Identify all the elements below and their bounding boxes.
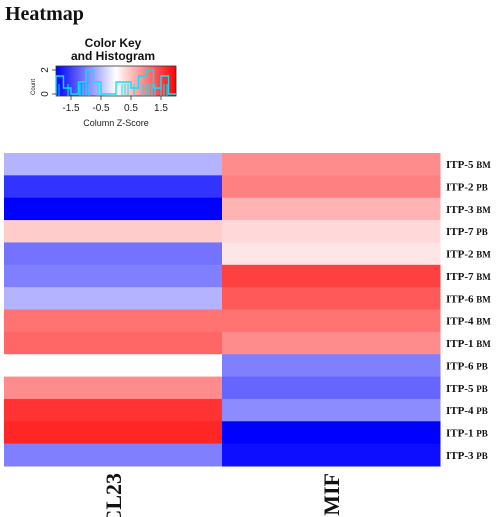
row-label: ITP-6 PB [446,360,488,372]
heatmap-cells [4,153,441,467]
row-label: ITP-7 PB [446,226,488,238]
heatmap-cell [4,197,223,221]
heatmap-cell [222,354,441,378]
heatmap-cell [4,421,223,445]
row-label: ITP-6 BM [446,293,491,305]
heatmap-cell [4,220,223,243]
row-label: ITP-3 PB [446,450,488,462]
heatmap-cell [4,242,223,266]
heatmap-cell [222,376,441,400]
row-label: ITP-4 PB [446,405,488,417]
heatmap-cell [4,287,223,310]
row-label: ITP-5 BM [446,159,491,171]
heatmap-cell [222,242,441,266]
heatmap-cell [4,153,223,176]
row-label: ITP-3 BM [446,204,491,216]
heatmap-cell [222,153,441,176]
heatmap-cell [4,354,223,378]
heatmap-cell [4,398,223,422]
heatmap-cell [222,443,441,467]
heatmap-cell [222,220,441,243]
heatmap-cell [4,175,223,199]
color-key-title-line-1: Color Key [84,36,142,50]
heatmap-cell [222,398,441,422]
row-label: ITP-1 PB [446,428,488,440]
heatmap-cell [222,331,441,355]
row-label: ITP-2 PB [446,182,488,194]
color-key-title: Color Key and Histogram [46,37,180,63]
row-labels: ITP-5 BM ITP-2 PB ITP-3 BM ITP-7 PB ITP-2 BM… [446,159,491,462]
heatmap-cell [222,197,441,221]
color-key-tick-label: -1.5 [62,103,80,114]
heatmap-cell [4,376,223,400]
page-title: Heatmap [5,3,84,25]
row-label: ITP-4 BM [446,316,491,328]
heatmap-cell [222,175,441,199]
color-key-tick-label: 0.5 [124,103,138,114]
color-key-tick-label: -0.5 [92,103,110,114]
heatmap-cell [222,264,441,288]
color-key-ytick-label: 2 [40,67,51,73]
color-key-ylabel: Count [31,79,37,95]
column-label: CCL23 [101,473,126,517]
row-label: ITP-2 BM [446,249,491,261]
heatmap-cell [4,443,223,467]
row-label: ITP-7 BM [446,271,491,283]
row-label: ITP-5 PB [446,383,488,395]
color-key-xlabel: Column Z-Score [83,118,149,128]
heatmap-cell [4,331,223,355]
heatmap-cell [4,309,223,333]
color-key-tick-label: 1.5 [154,103,168,114]
heatmap-cell [222,309,441,333]
row-label: ITP-1 BM [446,338,491,350]
heatmap-cell [222,421,441,445]
color-key-title-line-2: and Histogram [70,49,155,63]
heatmap-cell [4,264,223,288]
column-label: MIF [319,473,344,516]
heatmap-cell [222,287,441,310]
color-key-ytick-label: 0 [40,91,51,97]
column-labels: CCL23 MIF [101,473,344,517]
